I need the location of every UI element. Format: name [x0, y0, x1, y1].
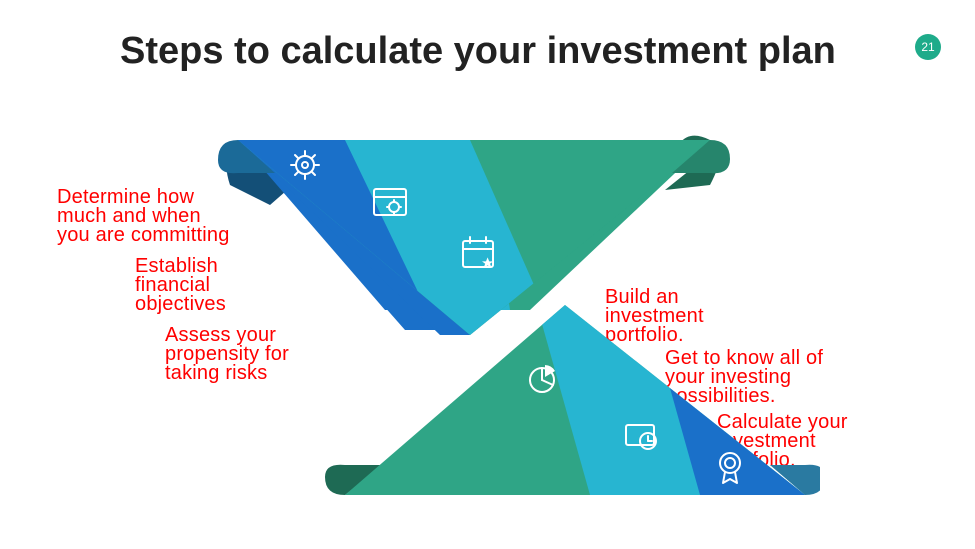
page-number-badge: 21	[915, 34, 941, 60]
left-label-0: Determine howmuch and whenyou are commit…	[57, 188, 230, 245]
page-number: 21	[921, 40, 934, 54]
slide: Steps to calculate your investment plan …	[0, 0, 975, 549]
page-title: Steps to calculate your investment plan	[120, 30, 836, 73]
ribbon-diagram	[210, 125, 820, 515]
